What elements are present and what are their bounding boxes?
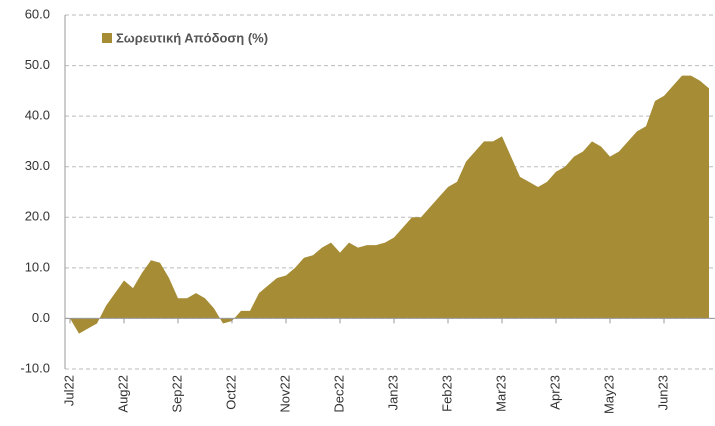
x-tick-label: Feb23 bbox=[439, 375, 454, 412]
y-tick-label: 30.0 bbox=[25, 158, 50, 173]
x-tick-label: Jan23 bbox=[385, 375, 400, 410]
y-tick-label: 0.0 bbox=[32, 310, 50, 325]
legend-swatch bbox=[102, 33, 112, 43]
x-tick-label: Dec22 bbox=[331, 375, 346, 413]
x-tick-label: Nov22 bbox=[277, 375, 292, 413]
x-tick-label: Jul22 bbox=[61, 375, 76, 406]
x-tick-label: Sep22 bbox=[169, 375, 184, 413]
y-tick-label: -10.0 bbox=[20, 360, 50, 375]
y-tick-label: 20.0 bbox=[25, 209, 50, 224]
x-tick-label: May23 bbox=[601, 375, 616, 414]
y-tick-label: 10.0 bbox=[25, 259, 50, 274]
x-tick-label: Apr23 bbox=[547, 375, 562, 410]
area bbox=[70, 75, 709, 334]
legend-label: Σωρευτική Απόδοση (%) bbox=[116, 30, 268, 45]
x-tick-label: Mar23 bbox=[493, 375, 508, 412]
y-tick-label: 40.0 bbox=[25, 108, 50, 123]
y-tick-label: 50.0 bbox=[25, 57, 50, 72]
x-tick-label: Aug22 bbox=[115, 375, 130, 413]
x-tick-label: Jun23 bbox=[655, 375, 670, 410]
y-tick-label: 60.0 bbox=[25, 6, 50, 21]
x-tick-label: Oct22 bbox=[223, 375, 238, 410]
